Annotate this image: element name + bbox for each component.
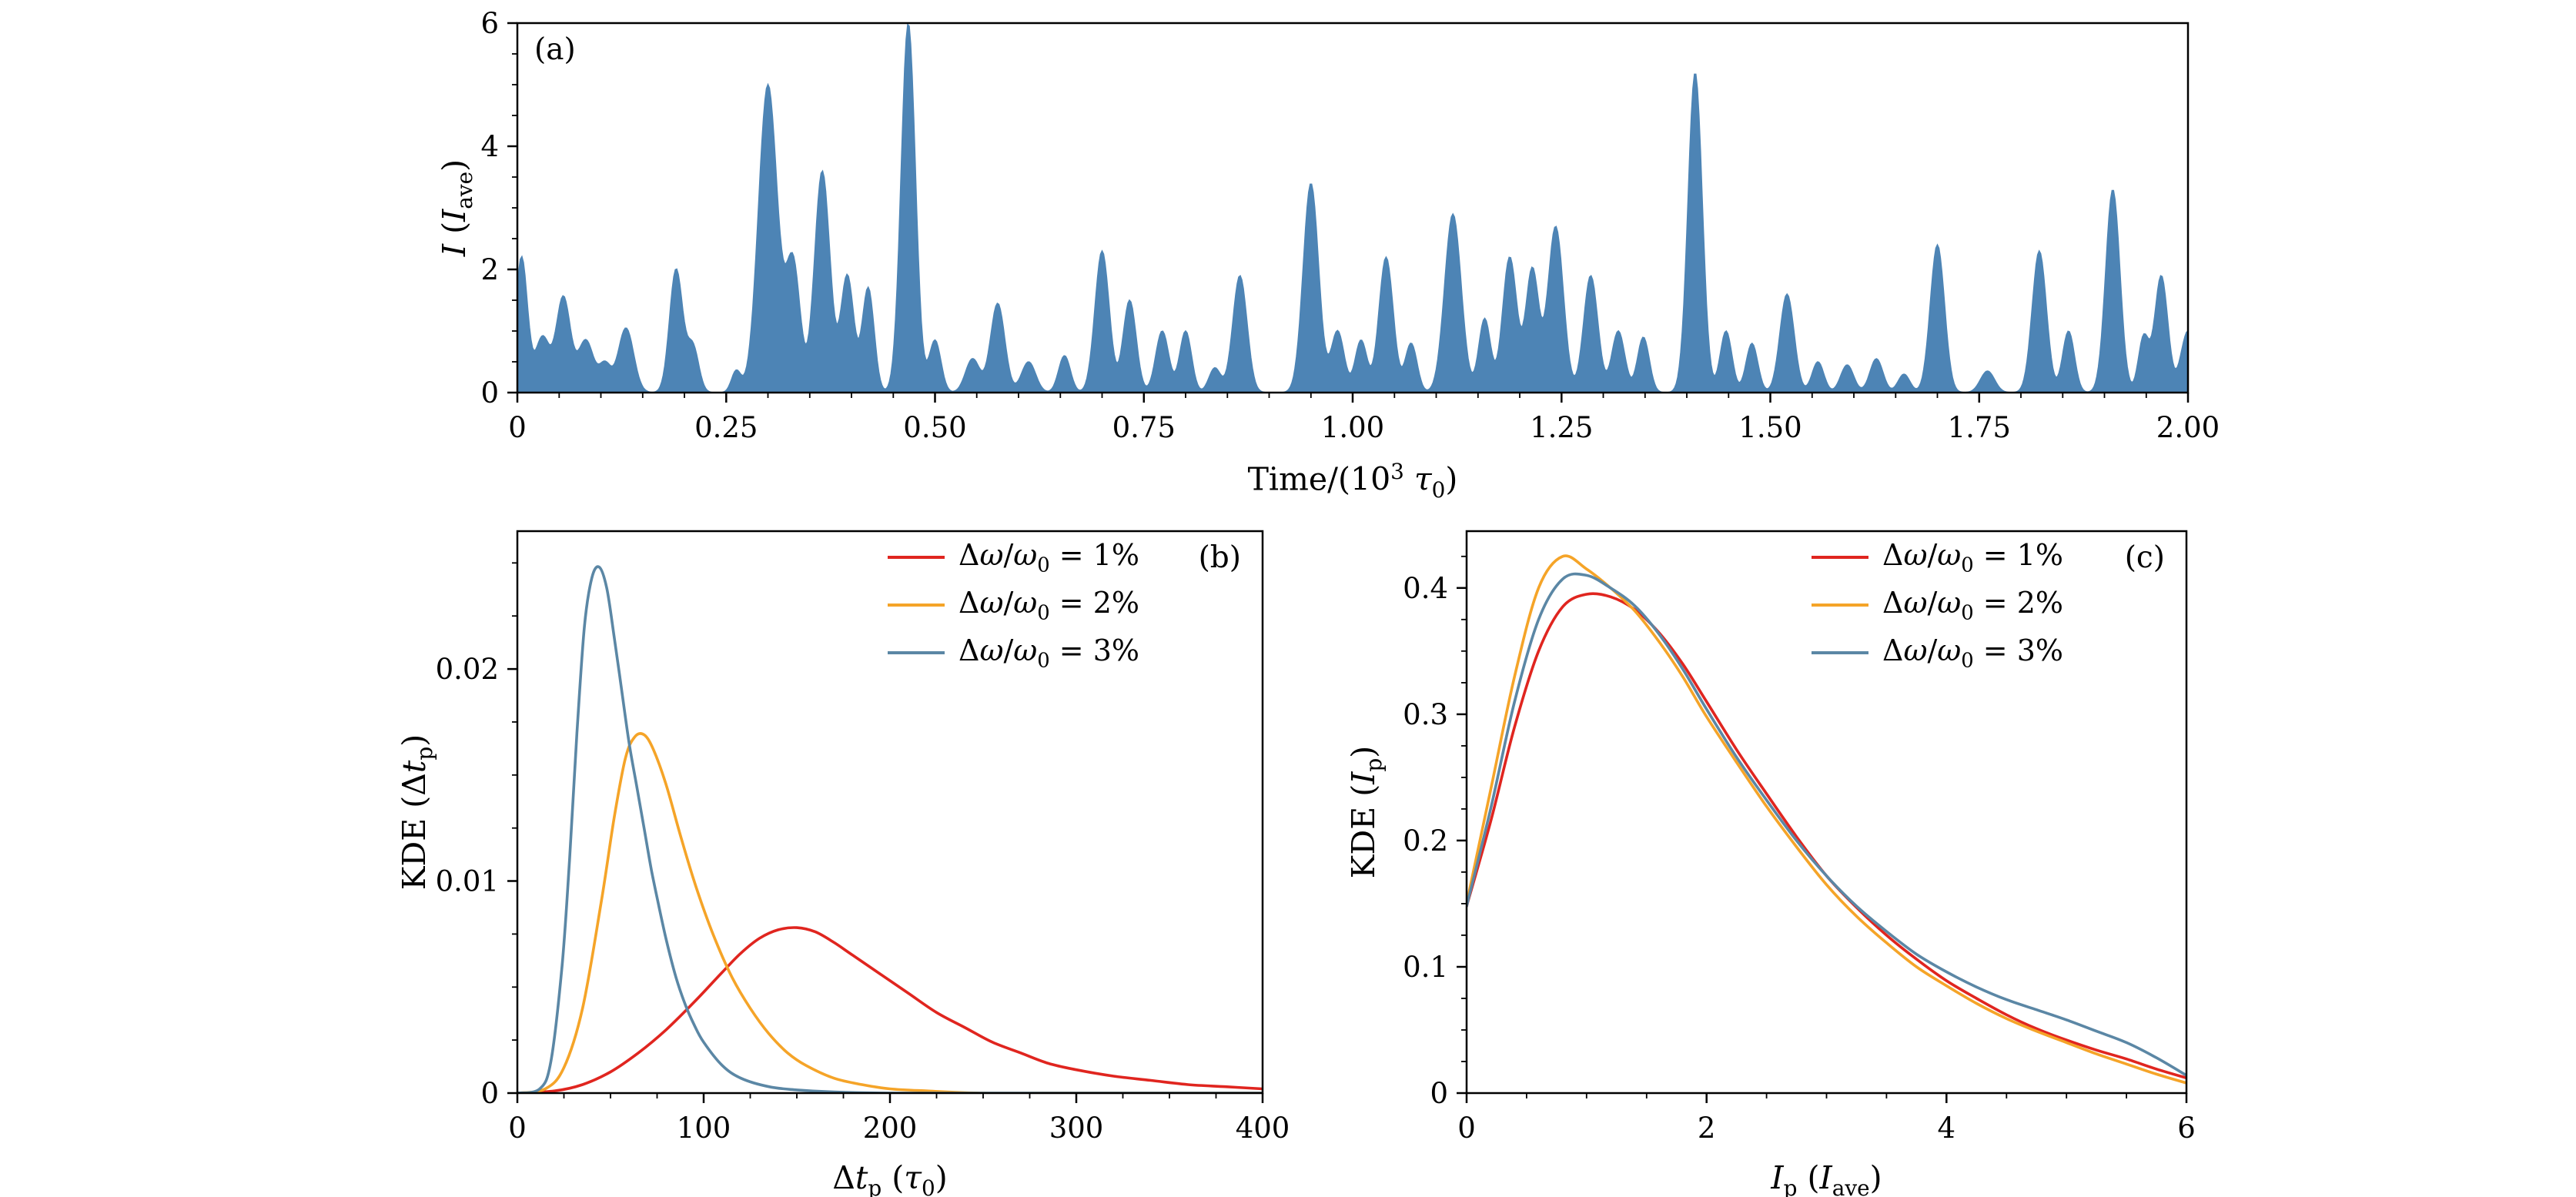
x-tick-label: 0.50 [903,411,966,444]
legend-line-swatch [1812,556,1868,559]
legend-item: Δω/ω0 = 1% [888,537,1139,577]
y-tick-label: 0.01 [436,865,499,898]
y-tick-label: 0.2 [1403,824,1448,858]
legend: Δω/ω0 = 1% Δω/ω0 = 2% Δω/ω0 = 3% [888,537,1139,673]
series-line-2 [517,732,1263,1093]
x-tick-label: 1.00 [1321,411,1384,444]
x-tick-label: 0.25 [694,411,758,444]
x-tick-label: 1.50 [1738,411,1802,444]
legend-label: Δω/ω0 = 1% [958,537,1139,577]
x-tick-label: 1.25 [1530,411,1593,444]
y-tick-label: 6 [480,7,499,40]
series-line-1 [1467,592,2186,1080]
x-tick-label: 200 [863,1112,918,1145]
legend-line-swatch [888,604,945,607]
x-tick-label: 0.75 [1112,411,1176,444]
legend-line-swatch [1812,604,1868,607]
x-tick-label: 6 [2177,1112,2196,1145]
legend-item: Δω/ω0 = 3% [888,633,1139,673]
panel-a: 0 0.25 0.50 0.75 1.00 1.25 1.50 1.75 2.00 0 2 4 6 Tim… [331,4,2242,508]
legend-line-swatch [888,556,945,559]
legend-label: Δω/ω0 = 3% [1882,633,2063,673]
x-axis-label: Δtp (τ0) [832,1159,948,1197]
x-tick-label: 300 [1049,1112,1104,1145]
series-line-3 [1467,572,2186,1077]
legend-line-swatch [1812,651,1868,654]
x-tick-label: 4 [1938,1112,1956,1145]
y-axis-label: I (Iave) [436,159,478,257]
y-tick-label: 2 [480,253,499,286]
x-tick-label: 2 [1698,1112,1716,1145]
x-axis-label: Ip (Iave) [1771,1159,1882,1197]
y-tick-label: 0.02 [436,653,499,686]
x-tick-label: 1.75 [1948,411,2011,444]
y-axis-label: KDE (Ip) [1345,745,1387,879]
y-tick-label: 0.4 [1403,572,1448,605]
legend-item: Δω/ω0 = 1% [1812,537,2063,577]
legend-label: Δω/ω0 = 3% [958,633,1139,673]
x-tick-label: 2.00 [2156,411,2220,444]
panel-label: (c) [2124,540,2165,575]
legend-item: Δω/ω0 = 2% [888,585,1139,625]
y-tick-label: 0 [480,376,499,410]
legend-label: Δω/ω0 = 1% [1882,537,2063,577]
y-tick-label: 0.1 [1403,951,1448,984]
y-tick-label: 0 [1430,1077,1448,1110]
y-tick-label: 0 [480,1077,499,1110]
legend-item: Δω/ω0 = 2% [1812,585,2063,625]
y-axis-label: KDE (Δtp) [396,734,438,891]
panel-b: 0 100 200 300 400 0 0.01 0.02 Δtp (τ0) KDE (Δtp) (… [331,508,1316,1197]
panel-c: 0 2 4 6 0 0.1 0.2 0.3 0.4 Ip (Iave) KDE (Ip) (c) Δω/… [1280,508,2240,1197]
legend-line-swatch [888,651,945,654]
legend: Δω/ω0 = 1% Δω/ω0 = 2% Δω/ω0 = 3% [1812,537,2063,673]
x-axis-label: Time/(103 τ0) [1247,459,1458,503]
legend-label: Δω/ω0 = 2% [958,585,1139,625]
panel-label: (a) [534,32,576,67]
panel-label: (b) [1198,540,1241,575]
x-tick-label: 0 [508,1112,527,1145]
legend-item: Δω/ω0 = 3% [1812,633,2063,673]
x-tick-label: 100 [677,1112,731,1145]
legend-label: Δω/ω0 = 2% [1882,585,2063,625]
intensity-area [517,23,2188,393]
y-tick-label: 0.3 [1403,698,1448,731]
x-tick-label: 0 [1457,1112,1476,1145]
x-tick-label: 0 [508,411,527,444]
series-line-2 [1467,554,2186,1085]
series-line-1 [517,926,1263,1093]
x-tick-label: 400 [1236,1112,1290,1145]
y-tick-label: 4 [480,130,499,163]
